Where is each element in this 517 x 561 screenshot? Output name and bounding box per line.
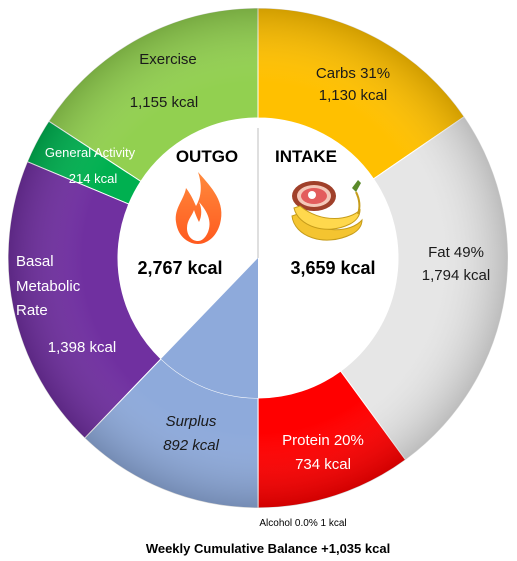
protein-value: 734 kcal: [295, 456, 351, 473]
carbs-value: 1,130 kcal: [319, 87, 387, 104]
fire-icon: [175, 172, 222, 244]
bmr-value: 1,398 kcal: [48, 339, 116, 356]
general-activity-label: General Activity: [45, 145, 136, 160]
surplus-value: 892 kcal: [163, 437, 220, 454]
bmr-label-line2: Metabolic: [16, 278, 81, 295]
intake-title: INTAKE: [275, 147, 337, 166]
exercise-value: 1,155 kcal: [130, 94, 198, 111]
alcohol-note: Alcohol 0.0% 1 kcal: [259, 518, 346, 529]
intake-total: 3,659 kcal: [290, 258, 375, 278]
surplus-label: Surplus: [166, 413, 217, 430]
protein-label: Protein 20%: [282, 432, 364, 449]
bmr-label-line1: Basal: [16, 253, 54, 270]
fat-value: 1,794 kcal: [422, 267, 490, 284]
carbs-label: Carbs 31%: [316, 65, 390, 82]
general-activity-value: 214 kcal: [69, 171, 118, 186]
outgo-total: 2,767 kcal: [137, 258, 222, 278]
bmr-label-line3: Rate: [16, 302, 48, 319]
food-icon: [291, 180, 363, 241]
fat-label: Fat 49%: [428, 244, 484, 261]
chart-caption: Weekly Cumulative Balance +1,035 kcal: [146, 541, 390, 556]
outgo-title: OUTGO: [176, 147, 238, 166]
exercise-label: Exercise: [139, 51, 197, 68]
